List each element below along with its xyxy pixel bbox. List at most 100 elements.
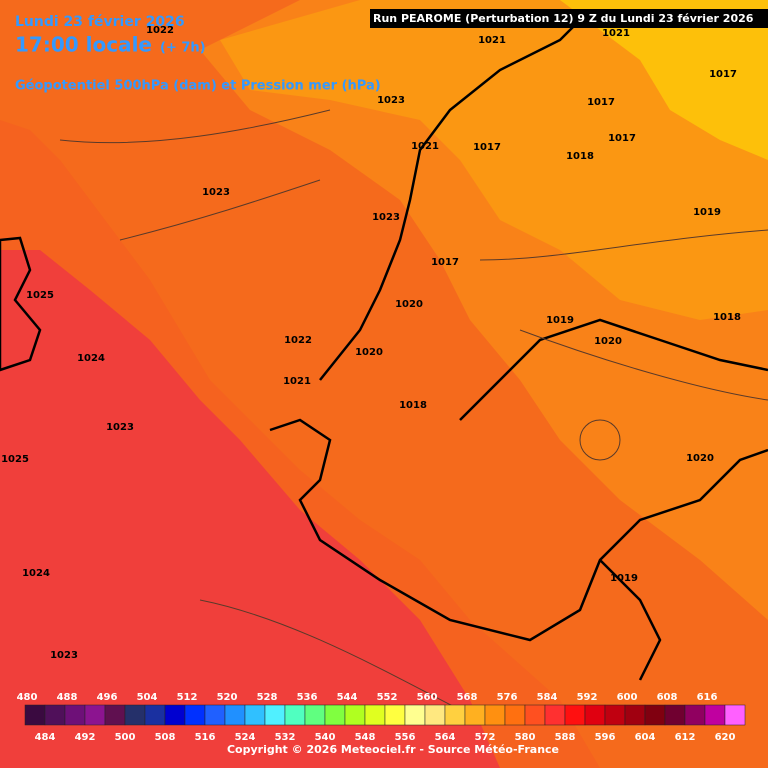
zone (0, 250, 500, 768)
color-box (524, 704, 546, 726)
color-box (344, 704, 366, 726)
colorbar-label: 532 (275, 732, 296, 743)
pressure-label: 1022 (284, 335, 312, 346)
pressure-label: 1017 (431, 257, 459, 268)
color-box (144, 704, 166, 726)
colorbar-label: 516 (195, 732, 216, 743)
pressure-label: 1023 (106, 422, 134, 433)
color-box (684, 704, 706, 726)
color-box (384, 704, 406, 726)
color-box (324, 704, 346, 726)
colorbar-label: 616 (697, 692, 718, 703)
color-box (44, 704, 66, 726)
colorbar-label: 520 (217, 692, 238, 703)
pressure-label: 1019 (546, 315, 574, 326)
pressure-label: 1023 (50, 650, 78, 661)
pressure-label: 1024 (22, 568, 50, 579)
date: Lundi 23 février 2026 (15, 14, 185, 30)
colorbar-label: 536 (297, 692, 318, 703)
pressure-label: 1023 (202, 187, 230, 198)
color-box (504, 704, 526, 726)
colorbar-label: 580 (515, 732, 536, 743)
colorbar-label: 552 (377, 692, 398, 703)
color-box (704, 704, 726, 726)
color-box (584, 704, 606, 726)
color-box (404, 704, 426, 726)
pressure-labels: 1022 1021 1021 1017 1023 1017 1021 1017 1017 1018… (1, 25, 741, 661)
pressure-label: 1020 (686, 453, 714, 464)
color-box (644, 704, 666, 726)
colorbar-label: 608 (657, 692, 678, 703)
colorbar-label: 564 (435, 732, 456, 743)
color-box (104, 704, 126, 726)
color-box (264, 704, 286, 726)
color-box (284, 704, 306, 726)
colorbar-label: 528 (257, 692, 278, 703)
pressure-label: 1023 (372, 212, 400, 223)
color-box (464, 704, 486, 726)
color-box (124, 704, 146, 726)
pressure-label: 1019 (693, 207, 721, 218)
color-box (164, 704, 186, 726)
colorbar-label: 508 (155, 732, 176, 743)
pressure-label: 1021 (283, 376, 311, 387)
coastline (0, 9, 768, 681)
pressure-label: 1017 (608, 133, 636, 144)
pressure-label: 1018 (399, 400, 427, 411)
color-box (424, 704, 446, 726)
pressure-label: 1019 (610, 573, 638, 584)
isobar (59, 109, 768, 721)
colorbar-label: 544 (337, 692, 358, 703)
pressure-label: 1022 (146, 25, 174, 36)
pressure-label: 1020 (355, 347, 383, 358)
color-box (724, 704, 746, 726)
colorbar-label: 548 (355, 732, 376, 743)
colorbar-label: 596 (595, 732, 616, 743)
color-box (544, 704, 566, 726)
color-box (604, 704, 626, 726)
colorbar-label: 560 (417, 692, 438, 703)
colorbar-label: 584 (537, 692, 558, 703)
pressure-label: 1020 (395, 299, 423, 310)
copyright: Copyright © 2026 Meteociel.fr - Source M… (227, 743, 559, 756)
color-box (664, 704, 686, 726)
colorbar-label: 600 (617, 692, 638, 703)
color-box (224, 704, 246, 726)
color-box (364, 704, 386, 726)
zone (560, 0, 768, 160)
pressure-label: 1017 (709, 69, 737, 80)
color-box (564, 704, 586, 726)
colorbar-label: 604 (635, 732, 656, 743)
colorbar-label: 620 (715, 732, 736, 743)
color-box (244, 704, 266, 726)
colorbar-label: 500 (115, 732, 136, 743)
time: 17:00 locale (15, 33, 152, 57)
colorbar-label: 572 (475, 732, 496, 743)
colorbar-label: 540 (315, 732, 336, 743)
colorbar-label: 556 (395, 732, 416, 743)
color-box (84, 704, 106, 726)
pressure-label: 1018 (713, 312, 741, 323)
colorbar-label: 488 (57, 692, 78, 703)
color-box (24, 704, 46, 726)
run-bar (370, 9, 768, 28)
colorbar-label: 504 (137, 692, 158, 703)
zone (220, 0, 768, 320)
color-box (444, 704, 466, 726)
pressure-label: 1025 (26, 290, 54, 301)
colorbar-label: 588 (555, 732, 576, 743)
color-box (624, 704, 646, 726)
color-box (184, 704, 206, 726)
colorbar-label: 512 (177, 692, 198, 703)
color-box (204, 704, 226, 726)
colorbar-label: 576 (497, 692, 518, 703)
pressure-label: 1025 (1, 454, 29, 465)
field-title: Géopotentiel 500hPa (dam) et Pression me… (15, 79, 381, 94)
pressure-label: 1023 (377, 95, 405, 106)
pressure-label: 1020 (594, 336, 622, 347)
color-box (64, 704, 86, 726)
pressure-label: 1024 (77, 353, 105, 364)
colorbar-label: 592 (577, 692, 598, 703)
